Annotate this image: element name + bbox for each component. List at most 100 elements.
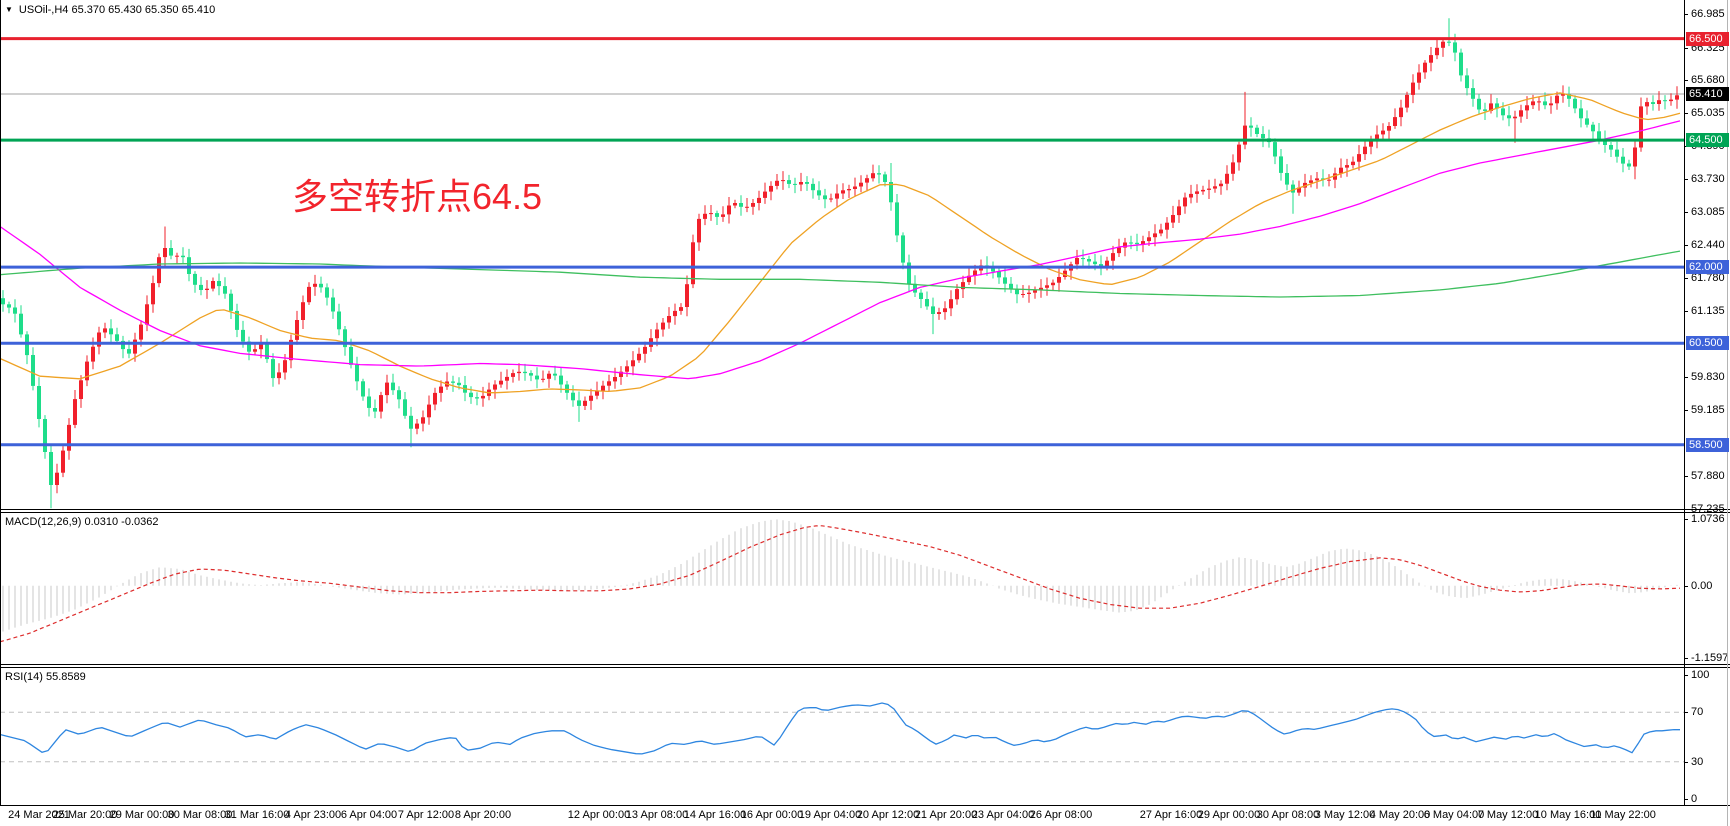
rsi-tick-label: 0 <box>1691 793 1698 805</box>
candle <box>1165 222 1169 230</box>
candle <box>577 400 581 406</box>
candle <box>1657 100 1661 104</box>
time-axis-scale[interactable]: 24 Mar 2021 25 Mar 20:00 29 Mar 00:00 30 Ma… <box>0 806 1730 826</box>
time-axis-label: 3 May 12:00 <box>1314 809 1376 821</box>
candle <box>367 396 371 408</box>
candle <box>895 202 899 236</box>
candle <box>271 359 275 379</box>
candle <box>871 173 875 179</box>
time-axis-label: 16 Apr 00:00 <box>740 809 804 821</box>
candle <box>691 242 695 285</box>
candle <box>877 173 881 175</box>
candle <box>529 373 533 376</box>
candle <box>1291 184 1295 193</box>
candle <box>601 385 605 391</box>
candle <box>1531 101 1535 106</box>
candle <box>745 206 749 208</box>
price-tick <box>1684 476 1688 478</box>
rsi-tick-label: 70 <box>1691 706 1704 719</box>
candle <box>559 375 563 385</box>
price-axis-scale[interactable]: 66.98566.32565.68065.03564.39063.73063.0… <box>1684 0 1730 806</box>
time-axis-label: 29 Apr 00:00 <box>1197 809 1261 821</box>
panel-separator[interactable] <box>0 667 1730 668</box>
rsi-chart-surface[interactable] <box>0 667 1684 805</box>
candle <box>517 371 521 374</box>
price-tick-label: 65.035 <box>1691 107 1725 119</box>
time-axis-label: 4 Apr 23:00 <box>284 809 342 821</box>
candle <box>1237 144 1241 163</box>
candle <box>1087 259 1091 262</box>
panel-separator[interactable] <box>0 664 1730 665</box>
candle <box>1285 173 1289 185</box>
time-axis-label: 7 Apr 12:00 <box>397 809 455 821</box>
candle <box>277 372 281 379</box>
symbol-quote-bar: ▼ USOil-,H4 65.370 65.430 65.350 65.410 <box>5 4 215 16</box>
candle <box>1027 292 1031 294</box>
candle <box>727 205 731 215</box>
candle <box>481 395 485 399</box>
macd-tick <box>1684 658 1688 659</box>
candle <box>241 329 245 342</box>
candle <box>1501 108 1505 116</box>
price-chart-surface[interactable] <box>0 0 1684 509</box>
price-tick <box>1684 212 1688 213</box>
macd-signal-line <box>0 525 1681 643</box>
symbol-quote-text: USOil-,H4 65.370 65.430 65.350 65.410 <box>18 4 216 16</box>
candle <box>103 328 107 333</box>
candle <box>1147 237 1151 242</box>
candle <box>97 332 101 347</box>
candle <box>913 283 917 293</box>
candle <box>1471 88 1475 99</box>
candle <box>37 386 41 419</box>
macd-tick <box>1684 519 1688 520</box>
symbol-dropdown-icon[interactable]: ▼ <box>5 5 13 14</box>
time-axis-label: 30 Apr 08:00 <box>1256 809 1320 821</box>
candle <box>1507 115 1511 119</box>
candle <box>1255 127 1259 134</box>
candle <box>721 214 725 217</box>
time-axis-label: 25 Mar 20:00 <box>52 809 118 821</box>
candle <box>997 271 1001 278</box>
time-axis-label: 13 Apr 08:00 <box>625 809 689 821</box>
rsi-tick <box>1684 712 1688 714</box>
candle <box>1519 110 1523 117</box>
candle <box>157 257 161 284</box>
macd-tick-label: 1.0736 <box>1691 513 1725 525</box>
candle <box>775 180 779 186</box>
candle <box>1621 156 1625 164</box>
candle <box>1213 186 1217 189</box>
panel-separator[interactable] <box>0 512 1730 513</box>
candle <box>1111 253 1115 261</box>
candle <box>151 283 155 305</box>
candle <box>1105 260 1109 267</box>
candle <box>1363 146 1367 155</box>
candle <box>811 183 815 191</box>
panel-separator[interactable] <box>0 509 1730 510</box>
candle <box>883 174 887 182</box>
candle <box>193 273 197 285</box>
candle <box>439 386 443 393</box>
time-axis-label: 14 Apr 16:00 <box>683 809 747 821</box>
candle <box>1597 131 1601 139</box>
candles-layer <box>1 18 1679 509</box>
candle <box>307 286 311 303</box>
candle <box>361 381 365 397</box>
candle <box>1219 183 1223 187</box>
candle <box>31 355 35 386</box>
candle <box>1525 105 1529 111</box>
candle <box>1561 94 1565 96</box>
time-axis-label: 11 May 22:00 <box>1590 809 1656 821</box>
candle <box>619 371 623 377</box>
candle <box>1315 178 1319 181</box>
candle <box>1225 173 1229 184</box>
candle <box>1609 145 1613 150</box>
macd-chart-surface[interactable] <box>0 512 1684 664</box>
candle <box>667 316 671 323</box>
candle <box>313 283 317 287</box>
candle <box>685 284 689 307</box>
candle <box>991 267 995 272</box>
candle <box>1189 193 1193 198</box>
candle <box>1099 264 1103 267</box>
candle <box>163 248 167 258</box>
